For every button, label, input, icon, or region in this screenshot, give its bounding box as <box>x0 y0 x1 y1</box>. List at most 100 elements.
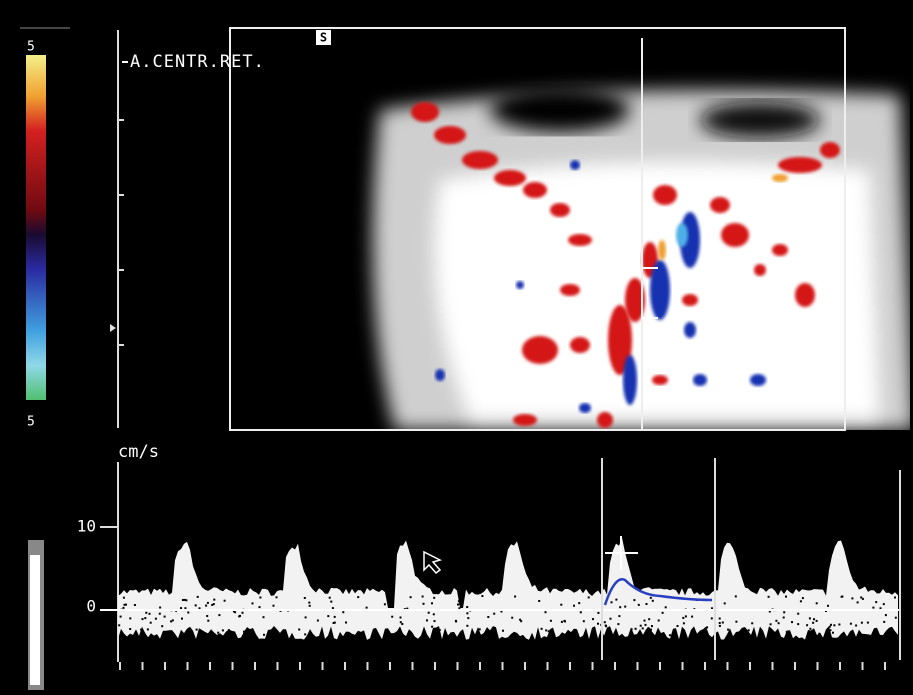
speckle <box>161 625 163 627</box>
speckle <box>669 634 671 636</box>
blue-flow <box>623 355 637 405</box>
speckle <box>541 628 543 630</box>
red-flow <box>550 203 570 217</box>
speckle <box>147 628 149 630</box>
speckle <box>259 606 261 608</box>
speckle <box>683 622 685 624</box>
speckle <box>727 629 729 631</box>
speckle <box>785 596 787 598</box>
speckle <box>184 607 186 609</box>
speckle <box>207 602 209 604</box>
speckle <box>650 597 652 599</box>
speckle <box>283 633 285 635</box>
speckle <box>487 616 489 618</box>
scale-label: 10 <box>77 517 96 536</box>
speckle <box>422 596 424 598</box>
speckle <box>872 607 874 609</box>
speckle <box>273 605 275 607</box>
speckle <box>423 603 425 605</box>
speckle <box>564 620 566 622</box>
speckle <box>431 602 433 604</box>
red-flow <box>513 414 537 426</box>
speckle <box>885 614 887 616</box>
speckle <box>783 617 785 619</box>
speckle <box>812 622 814 624</box>
red-flow <box>710 197 730 213</box>
speckle <box>638 604 640 606</box>
red-flow <box>653 185 677 205</box>
speckle <box>883 603 885 605</box>
speckle <box>197 596 199 598</box>
speckle <box>588 596 590 598</box>
speckle <box>583 620 585 622</box>
speckle <box>243 631 245 633</box>
blue-flow <box>435 369 445 381</box>
speckle <box>428 612 430 614</box>
ultrasound-screen: 5 5 S A.CENTR.RET. cm/s 10 0 <box>0 0 913 695</box>
speckle <box>550 620 552 622</box>
speckle <box>677 625 679 627</box>
speckle <box>426 619 428 621</box>
blue-flow <box>684 322 696 338</box>
speckle <box>502 630 504 632</box>
speckle <box>605 625 607 627</box>
speckle <box>648 618 650 620</box>
speckle <box>832 632 834 634</box>
speckle <box>538 600 540 602</box>
speckle <box>646 603 648 605</box>
red-flow <box>568 234 592 246</box>
speckle <box>461 596 463 598</box>
speckle <box>642 627 644 629</box>
speckle <box>751 622 753 624</box>
speckle <box>894 597 896 599</box>
speckle <box>768 596 770 598</box>
speckle <box>748 629 750 631</box>
speckle <box>617 623 619 625</box>
speckle <box>735 621 737 623</box>
speckle <box>195 604 197 606</box>
speckle <box>366 607 368 609</box>
speckle <box>401 623 403 625</box>
speckle <box>481 595 483 597</box>
speckle <box>806 624 808 626</box>
speckle <box>142 618 144 620</box>
red-flow <box>597 412 613 428</box>
speckle <box>706 626 708 628</box>
speckle <box>144 617 146 619</box>
speckle <box>560 604 562 606</box>
speckle <box>308 602 310 604</box>
speckle <box>657 634 659 636</box>
speckle <box>391 616 393 618</box>
speckle <box>263 634 265 636</box>
speckle <box>685 615 687 617</box>
speckle <box>883 621 885 623</box>
red-flow <box>462 151 498 169</box>
red-flow <box>820 142 840 158</box>
speckle <box>809 628 811 630</box>
speckle <box>431 626 433 628</box>
speckle <box>545 629 547 631</box>
speckle <box>857 601 859 603</box>
speckle <box>317 620 319 622</box>
speckle <box>610 618 612 620</box>
color-scale-top: 5 <box>27 40 35 55</box>
red-flow <box>494 170 526 186</box>
speckle <box>334 616 336 618</box>
speckle <box>433 597 435 599</box>
speckle <box>719 618 721 620</box>
speckle <box>123 597 125 599</box>
speckle <box>298 629 300 631</box>
speckle <box>276 596 278 598</box>
speckle <box>342 611 344 613</box>
speckle <box>172 619 174 621</box>
speckle <box>682 617 684 619</box>
speckle <box>120 616 122 618</box>
speckle <box>511 617 513 619</box>
speckle <box>433 613 435 615</box>
speckle <box>816 620 818 622</box>
speckle <box>398 634 400 636</box>
red-flow <box>682 294 698 306</box>
speckle <box>699 633 701 635</box>
speckle <box>217 632 219 634</box>
speckle <box>851 597 853 599</box>
